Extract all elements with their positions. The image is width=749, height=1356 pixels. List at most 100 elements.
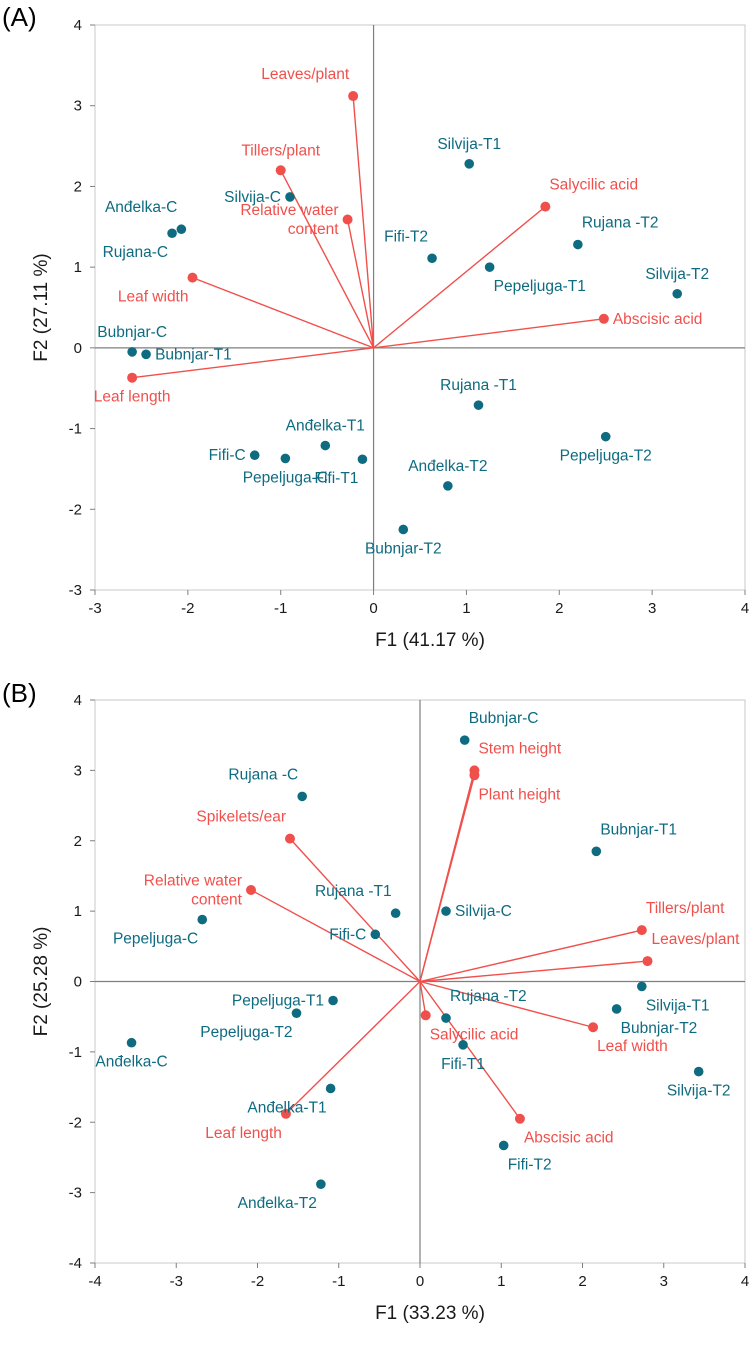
observation-label: Anđelka-C: [105, 199, 177, 216]
observation-label: Fifi-T2: [508, 1156, 552, 1173]
variable-vector: [132, 347, 374, 379]
variable-label: Spikelets/ear: [196, 809, 286, 826]
variable-vector: [352, 95, 375, 348]
observation-point: [291, 1008, 302, 1018]
observation-label: Anđelka-T1: [247, 1099, 326, 1116]
observation-point: [325, 1083, 336, 1094]
observation-point: [398, 524, 409, 535]
observation-point: [441, 1013, 451, 1023]
y-tick-label: -4: [69, 1255, 82, 1272]
variable-vector: [373, 206, 546, 349]
observation-label: Fifi-T1: [441, 1056, 485, 1073]
observation-label: Fifi-C: [209, 447, 246, 464]
y-tick-label: -1: [69, 1044, 82, 1061]
observation-point: [443, 481, 453, 491]
x-axis-label: F1 (33.23 %): [375, 1303, 485, 1324]
observation-point: [141, 349, 151, 360]
y-tick-label: -3: [69, 582, 82, 599]
observation-label: Silvija-T1: [437, 136, 501, 153]
observation-point: [464, 159, 475, 169]
y-tick-label: -2: [69, 1114, 82, 1131]
observation-point: [249, 450, 260, 461]
variable-vector: [419, 980, 594, 1028]
observation-point: [126, 1037, 137, 1048]
observation-point: [328, 995, 338, 1006]
observation-point: [280, 453, 291, 464]
x-tick-label: -3: [170, 1273, 183, 1290]
variable-point: [246, 885, 256, 896]
variable-vector: [289, 838, 421, 982]
variable-label: Tillers/plant: [241, 142, 320, 159]
y-tick-label: 3: [74, 98, 82, 115]
variable-label: Stem height: [478, 740, 561, 757]
x-tick-label: 0: [369, 600, 377, 617]
observation-label: Bubnjar-C: [469, 710, 539, 727]
x-tick-label: 4: [741, 1273, 749, 1290]
y-tick-label: -1: [69, 421, 82, 438]
x-tick-label: -3: [88, 600, 101, 617]
observation-point: [390, 908, 401, 919]
observation-point: [498, 1140, 509, 1151]
x-tick-label: -1: [274, 600, 287, 617]
variable-label: Abscisic acid: [613, 311, 703, 328]
observation-label: Bubnjar-C: [97, 324, 167, 341]
biplot-chart-a: -3 -2 -1 0 1 2 3 4 -3 -2 -1 0 1 2 3 4 F1 (41.17 %) F2 (27…: [31, 17, 749, 651]
variable-point: [514, 1113, 525, 1124]
observation-label: Silvija-C: [224, 189, 281, 206]
variable-vector: [419, 775, 476, 982]
y-tick-label: 1: [74, 903, 82, 920]
y-tick-label: 0: [74, 340, 82, 357]
observation-label: Bubnjar-T2: [621, 1020, 698, 1037]
y-axis-label: F2 (25.28 %): [31, 927, 52, 1037]
x-tick-label: 3: [648, 600, 656, 617]
observation-label: Bubnjar-T2: [365, 540, 442, 557]
x-tick-label: 1: [497, 1273, 505, 1290]
y-tick-label: 4: [74, 17, 82, 34]
x-tick-label: 3: [660, 1273, 668, 1290]
variable-vector: [346, 219, 375, 348]
variable-point: [285, 833, 295, 844]
x-tick-label: 1: [462, 600, 470, 617]
plot-frame: [94, 24, 746, 591]
observation-point: [484, 262, 495, 272]
y-axis-label: F2 (27.11 %): [31, 253, 52, 361]
observation-label: Rujana -T2: [582, 215, 659, 232]
observation-label: Anđelka-T2: [408, 458, 487, 475]
variable-point: [127, 372, 138, 383]
y-tick-label: 3: [74, 762, 82, 779]
observation-point: [357, 454, 368, 465]
observation-point: [441, 906, 451, 916]
x-tick-label: -4: [88, 1273, 101, 1290]
variable-label: Leaf length: [205, 1125, 282, 1142]
observation-label: Bubnjar-T1: [155, 346, 232, 363]
observation-point: [297, 791, 307, 802]
variable-label: Relative water content: [144, 873, 243, 909]
observation-point: [176, 224, 187, 235]
observation-label: Anđelka-T2: [238, 1195, 317, 1212]
variable-vector: [419, 929, 642, 983]
y-tick-label: 4: [74, 692, 82, 709]
observation-point: [672, 288, 683, 299]
x-tick-label: -2: [181, 600, 194, 617]
observation-label: Anđelka-T1: [286, 418, 365, 435]
x-tick-label: 0: [416, 1273, 424, 1290]
observation-point: [320, 440, 331, 451]
variable-label: Leaves/plant: [652, 931, 741, 948]
observation-point: [458, 1040, 468, 1050]
observation-label: Fifi-T2: [384, 228, 428, 245]
observation-point: [591, 846, 602, 857]
variable-point: [342, 214, 353, 225]
observation-point: [600, 431, 611, 442]
panel-label: (A): [2, 2, 37, 32]
variable-vector: [285, 981, 421, 1115]
variable-label: Leaf width: [118, 289, 189, 306]
x-axis-label: F1 (41.17 %): [375, 630, 485, 651]
biplot-chart-b: -4 -3 -2 -1 0 1 2 3 4 -4 -3 -2 -1 0 1 2 3 4 F1 (33.23 %) F2…: [31, 692, 749, 1324]
y-tick-label: 2: [74, 833, 82, 850]
observation-label: Rujana -T2: [450, 988, 527, 1005]
biplot-panel-a: (A) -3 -2 -1 0 1 2 3 4 -3 -2 -1 0 1 2 3 4 F1 (41.17 %) F2…: [0, 0, 749, 665]
x-tick-label: 2: [555, 600, 563, 617]
x-tick-label: -2: [251, 1273, 264, 1290]
variable-point: [420, 1010, 431, 1021]
variable-point: [187, 272, 198, 283]
